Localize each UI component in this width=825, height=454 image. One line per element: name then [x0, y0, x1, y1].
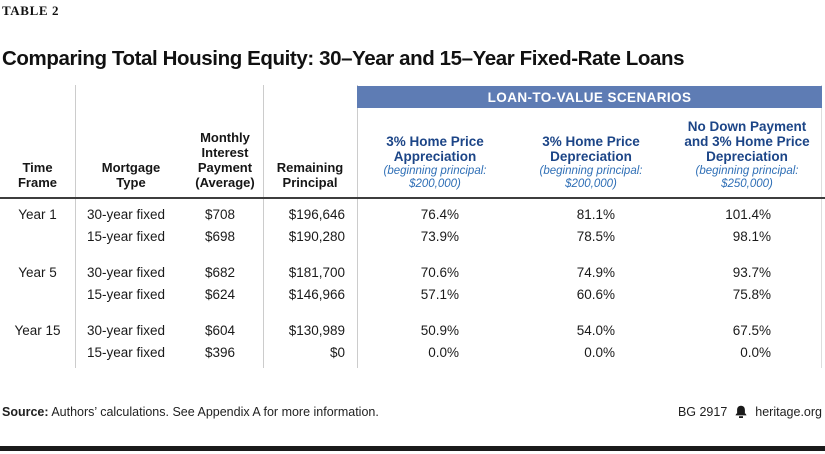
scenario-title: No Down Payment and 3% Home Price Deprec…: [684, 119, 810, 164]
mortgage-type-cell: 30-year fixed: [87, 265, 166, 280]
table-row: Year 5 30-year fixed $682 $181,700 70.6%…: [0, 262, 825, 284]
scenario-subtitle: (beginning principal: $250,000): [695, 165, 799, 190]
ltv-depreciation-cell: 54.0%: [576, 323, 615, 338]
ltv-no-down-cell: 98.1%: [732, 229, 771, 244]
header-remaining-principal: Remaining Principal: [276, 160, 344, 190]
time-frame-cell: Year 5: [18, 265, 57, 280]
time-frame-cell: Year 1: [18, 207, 57, 222]
mortgage-type-cell: 15-year fixed: [87, 345, 166, 360]
time-frame-cell: [0, 226, 75, 248]
ltv-appreciation-cell: 50.9%: [420, 323, 459, 338]
remaining-principal-cell: $0: [329, 345, 345, 360]
remaining-principal-cell: $130,989: [288, 323, 345, 338]
table-row: 15-year fixed $396 $0 0.0% 0.0% 0.0%: [0, 342, 825, 364]
scenario-no-down-payment-header: No Down Payment and 3% Home Price Deprec…: [669, 119, 825, 197]
monthly-interest-cell: $682: [204, 265, 235, 280]
ltv-depreciation-cell: 78.5%: [576, 229, 615, 244]
ltv-appreciation-cell: 70.6%: [420, 265, 459, 280]
website-text: heritage.org: [755, 405, 822, 419]
remaining-principal-cell: $196,646: [288, 207, 345, 222]
time-frame-cell: Year 15: [14, 323, 61, 338]
source-text: Authors’ calculations. See Appendix A fo…: [48, 405, 379, 419]
monthly-interest-cell: $624: [204, 287, 235, 302]
ltv-depreciation-cell: 74.9%: [576, 265, 615, 280]
column-divider: [821, 85, 822, 368]
column-divider: [75, 85, 76, 368]
ltv-depreciation-cell: 0.0%: [584, 345, 615, 360]
document-id: BG 2917: [677, 405, 728, 419]
header-monthly-interest-payment: Monthly Interest Payment (Average): [195, 130, 255, 190]
ltv-depreciation-cell: 81.1%: [576, 207, 615, 222]
scenario-subtitle: (beginning principal: $200,000): [539, 165, 643, 190]
header-mortgage-type: Mortgage Type: [101, 160, 161, 190]
mortgage-type-cell: 15-year fixed: [87, 287, 166, 302]
ltv-no-down-cell: 0.0%: [740, 345, 771, 360]
column-divider: [263, 85, 264, 368]
monthly-interest-cell: $698: [204, 229, 235, 244]
left-column-headers: Time Frame Mortgage Type Monthly Interes…: [0, 85, 357, 197]
ltv-no-down-cell: 93.7%: [732, 265, 771, 280]
ltv-appreciation-cell: 76.4%: [420, 207, 459, 222]
mortgage-type-cell: 15-year fixed: [87, 229, 166, 244]
footer-right: BG 2917 heritage.org: [678, 405, 822, 419]
source-label: Source:: [2, 405, 49, 419]
scenario-headers: 3% Home Price Appreciation (beginning pr…: [357, 108, 825, 197]
page-bottom-bar: [0, 446, 825, 451]
ltv-appreciation-cell: 0.0%: [428, 345, 459, 360]
scenario-depreciation-header: 3% Home Price Depreciation (beginning pr…: [513, 134, 669, 197]
heritage-bell-icon: [734, 405, 748, 419]
scenario-title: 3% Home Price Appreciation: [386, 134, 484, 164]
mortgage-type-cell: 30-year fixed: [87, 323, 166, 338]
ltv-no-down-cell: 101.4%: [725, 207, 771, 222]
scenario-subtitle: (beginning principal: $200,000): [383, 165, 487, 190]
ltv-depreciation-cell: 60.6%: [576, 287, 615, 302]
source-note: Source: Authors’ calculations. See Appen…: [2, 405, 379, 419]
table-row: Year 15 30-year fixed $604 $130,989 50.9…: [0, 320, 825, 342]
ltv-no-down-cell: 67.5%: [732, 323, 771, 338]
monthly-interest-cell: $396: [204, 345, 235, 360]
header-time-frame: Time Frame: [17, 160, 58, 190]
remaining-principal-cell: $190,280: [288, 229, 345, 244]
remaining-principal-cell: $146,966: [288, 287, 345, 302]
ltv-scenarios-banner: LOAN-TO-VALUE SCENARIOS: [357, 86, 822, 108]
monthly-interest-cell: $708: [204, 207, 235, 222]
remaining-principal-cell: $181,700: [288, 265, 345, 280]
table-row: 15-year fixed $698 $190,280 73.9% 78.5% …: [0, 226, 825, 248]
scenario-title: 3% Home Price Depreciation: [542, 134, 640, 164]
mortgage-type-cell: 30-year fixed: [87, 207, 166, 222]
time-frame-cell: [0, 284, 75, 306]
table-title: Comparing Total Housing Equity: 30–Year …: [2, 46, 685, 70]
header-separator-line: [0, 197, 825, 199]
table-number-label: TABLE 2: [2, 3, 60, 18]
ltv-appreciation-cell: 73.9%: [420, 229, 459, 244]
table-row: 15-year fixed $624 $146,966 57.1% 60.6% …: [0, 284, 825, 306]
time-frame-cell: [0, 342, 75, 364]
ltv-no-down-cell: 75.8%: [732, 287, 771, 302]
ltv-appreciation-cell: 57.1%: [420, 287, 459, 302]
monthly-interest-cell: $604: [204, 323, 235, 338]
table-row: Year 1 30-year fixed $708 $196,646 76.4%…: [0, 204, 825, 226]
column-divider: [357, 85, 358, 368]
scenario-appreciation-header: 3% Home Price Appreciation (beginning pr…: [357, 134, 513, 197]
